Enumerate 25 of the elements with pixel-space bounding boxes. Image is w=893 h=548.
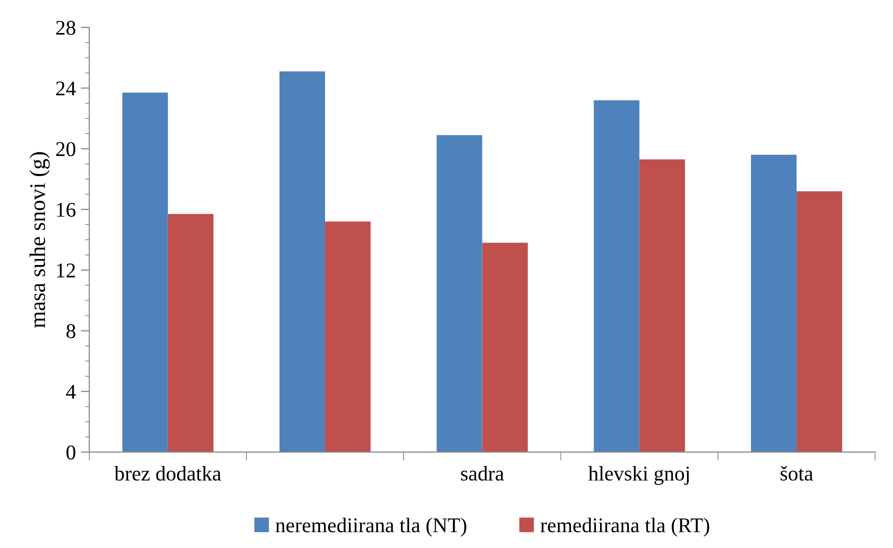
bar xyxy=(796,191,842,452)
bar xyxy=(325,222,371,452)
bar xyxy=(482,242,528,452)
bar xyxy=(639,159,685,452)
y-tick-label: 16 xyxy=(57,202,76,217)
y-tick-label: 4 xyxy=(66,384,76,399)
x-tick-label: šota xyxy=(780,466,814,481)
legend-label: remediirana tla (RT) xyxy=(540,518,710,537)
y-tick-label: 20 xyxy=(56,142,76,156)
x-tick-label: hlevski gnoj xyxy=(588,466,689,485)
bar xyxy=(594,100,640,452)
x-tick-label: brez dodatka xyxy=(114,466,222,481)
y-tick-label: 0 xyxy=(66,445,76,460)
legend-label: neremediirana tla (NT) xyxy=(276,518,466,537)
y-tick-label: 8 xyxy=(66,324,76,338)
bar xyxy=(168,214,214,452)
bar xyxy=(436,135,482,452)
bar xyxy=(122,92,168,452)
y-tick-label: 28 xyxy=(56,20,76,35)
y-tick-label: 12 xyxy=(57,264,75,278)
bar xyxy=(279,71,326,452)
x-tick-label: sadra xyxy=(461,466,504,481)
y-tick-label: 24 xyxy=(56,82,76,96)
bar xyxy=(750,154,797,452)
y-axis-title: masa suhe snovi (g) xyxy=(30,152,50,328)
